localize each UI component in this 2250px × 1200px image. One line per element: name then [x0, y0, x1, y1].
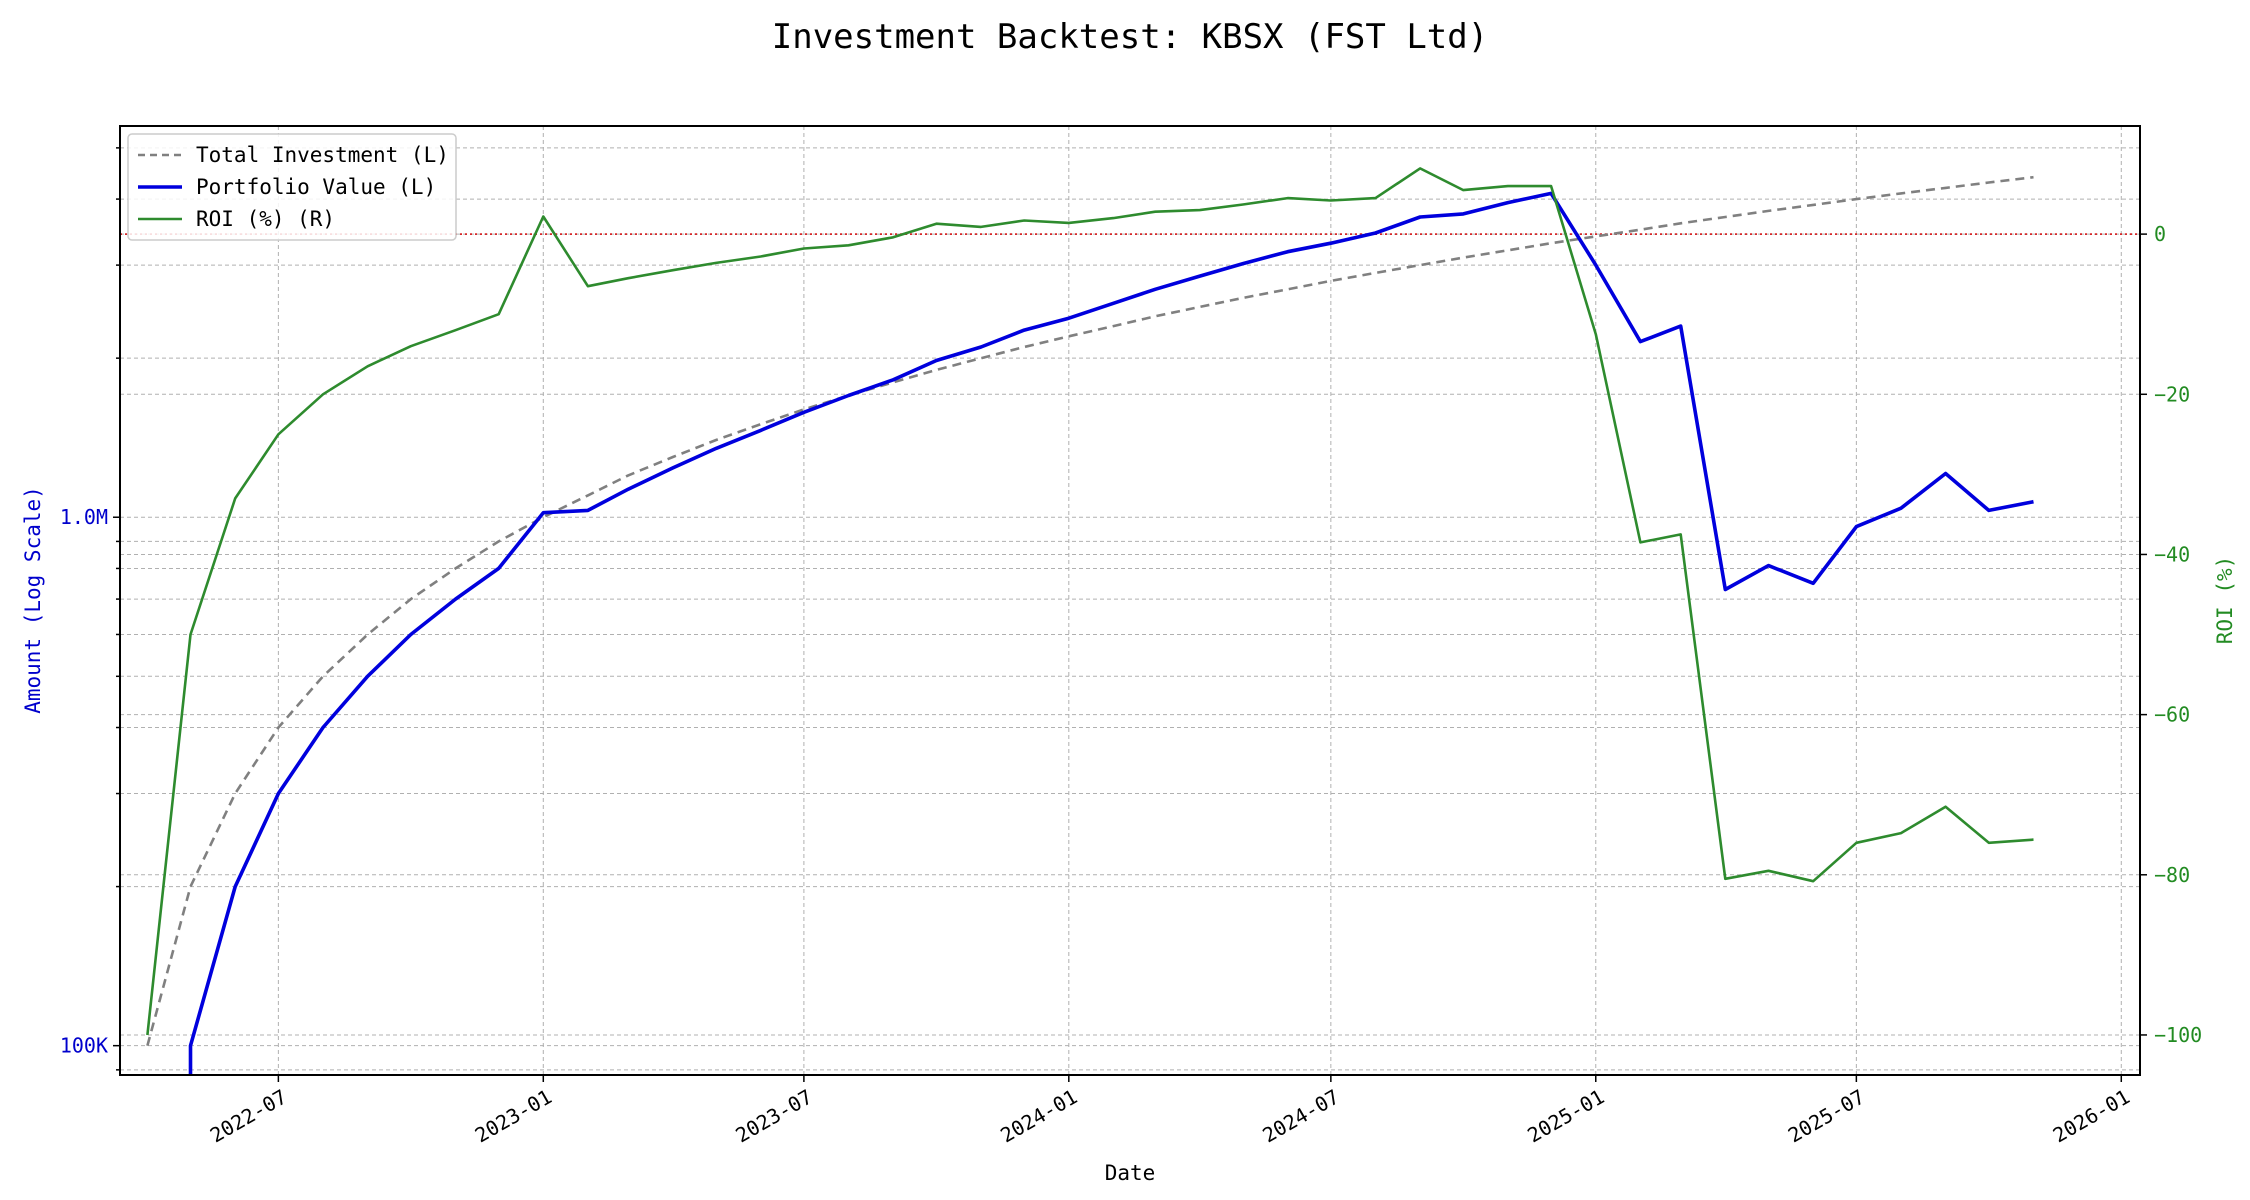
x-tick-label: 2024-07 [1258, 1085, 1343, 1148]
total-investment-line [146, 175, 2034, 1047]
legend-box [127, 133, 457, 241]
right-tick-label: −100 [2154, 1023, 2202, 1047]
right-tick-label: −40 [2154, 542, 2190, 566]
x-tick-label: 2025-07 [1784, 1085, 1869, 1148]
x-tick-label: 2022-07 [206, 1085, 291, 1148]
right-tick-label: −20 [2154, 382, 2190, 406]
right-tick-label: 0 [2154, 222, 2166, 246]
left-tick-label: 1.0M [60, 505, 108, 529]
series-layer [146, 167, 2034, 1075]
legend: Total Investment (L) Portfolio Value (L) R… [127, 133, 457, 241]
left-y-axis-label: Amount (Log Scale) [21, 486, 45, 714]
portfolio-value-line [188, 191, 2034, 1075]
x-tick-label: 2026-01 [2049, 1085, 2134, 1148]
right-tick-label: −80 [2154, 863, 2190, 887]
x-axis: 2022-07 2023-01 2023-07 2024-01 2024-07 2025-… [206, 1075, 2134, 1147]
legend-entry-label: ROI (%) (R) [196, 207, 335, 231]
left-tick-label: 100K [60, 1034, 108, 1058]
right-y-axis-label: ROI (%) [2213, 556, 2237, 645]
legend-entry-label: Portfolio Value (L) [196, 175, 436, 199]
x-axis-label: Date [1105, 1161, 1156, 1185]
right-y-axis: 0 −20 −40 −60 −80 −100 [2140, 222, 2202, 1047]
legend-entry-label: Total Investment (L) [196, 143, 449, 167]
right-tick-label: −60 [2154, 703, 2190, 727]
x-tick-label: 2025-01 [1523, 1085, 1608, 1148]
plot-frame [119, 125, 2141, 1076]
left-y-axis: 100K 1.0M [60, 147, 120, 1071]
chart-title: Investment Backtest: KBSX (FST Ltd) [772, 17, 1488, 57]
roi-line [146, 167, 2034, 1036]
x-tick-label: 2024-01 [996, 1085, 1081, 1148]
x-tick-label: 2023-01 [471, 1085, 556, 1148]
x-tick-label: 2023-07 [731, 1085, 816, 1148]
grid [120, 126, 2140, 1075]
